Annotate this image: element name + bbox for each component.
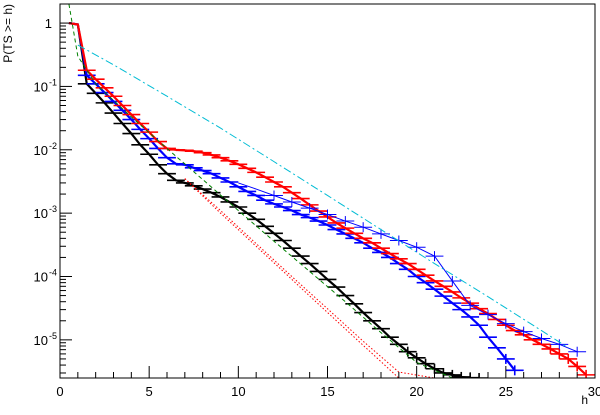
y-axis-label: P(TS >= h): [1, 4, 15, 63]
series-line-7: [184, 178, 449, 378]
x-tick-label: 25: [499, 384, 513, 399]
x-tick-label: 30: [588, 384, 600, 399]
y-tick-exponent: -5: [49, 331, 57, 341]
y-tick-label: 10: [34, 143, 48, 158]
series-group: [68, 4, 595, 378]
y-tick-exponent: -3: [49, 204, 57, 214]
y-tick-label: 10: [34, 206, 48, 221]
y-tick-label: 1: [45, 16, 52, 31]
series-line-4: [77, 44, 569, 349]
x-tick-label: 0: [56, 384, 63, 399]
y-tick-label: 10: [34, 79, 48, 94]
y-tick-label: 10: [34, 269, 48, 284]
x-axis-label: h: [581, 393, 588, 407]
series-line-3: [238, 182, 578, 353]
y-tick-exponent: -2: [49, 141, 57, 151]
y-tick-exponent: -1: [49, 77, 57, 87]
x-tick-label: 10: [231, 384, 245, 399]
x-tick-label: 5: [146, 384, 153, 399]
series-layer: [68, 4, 595, 378]
y-tick-label: 10: [34, 333, 48, 348]
x-tick-label: 20: [409, 384, 423, 399]
y-tick-exponent: -4: [49, 267, 57, 277]
series-line-5: [68, 4, 471, 378]
x-tick-label: 15: [320, 384, 334, 399]
